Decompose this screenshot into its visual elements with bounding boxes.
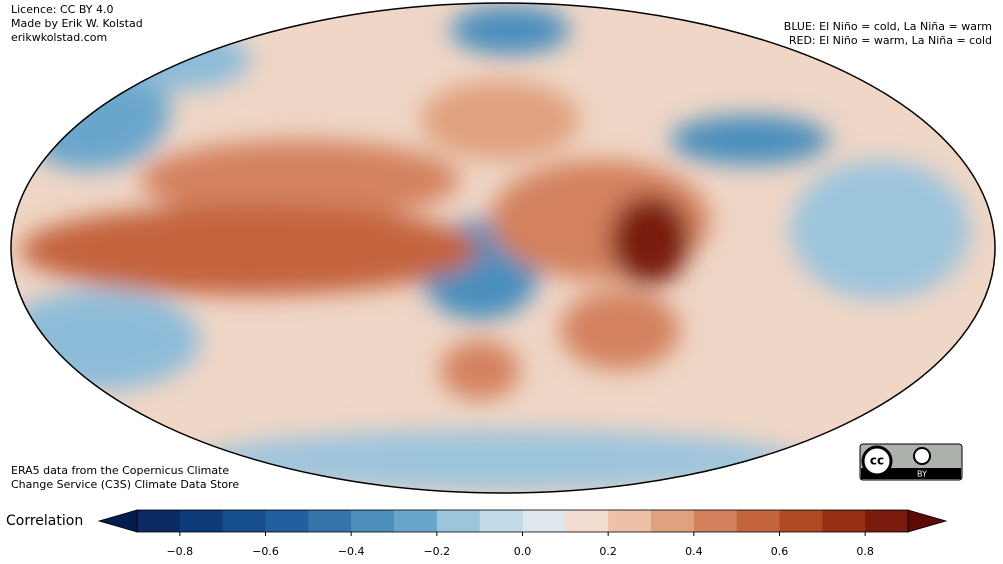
colorbar-tick-label: 0.8 [856, 545, 874, 558]
colorbar-bin [436, 510, 481, 532]
colorbar-bin [693, 510, 738, 532]
colorbar-extend [907, 509, 948, 533]
note: BLUE: El Niño = cold, La Niña = warm [784, 20, 992, 33]
map [11, 3, 995, 493]
colorbar-extend [97, 509, 138, 533]
cc-badge: cc BY [859, 443, 963, 481]
colorbar-bin [394, 510, 438, 532]
colorbar-bin [222, 510, 266, 532]
colorbar: −0.8 −0.6 −0.4 −0.2 0.0 0.2 0.4 0.6 0.8 [97, 509, 948, 558]
note: Licence: CC BY 4.0 [11, 3, 114, 16]
colorbar-bin [308, 510, 352, 532]
colorbar-tick-label: −0.6 [252, 545, 279, 558]
colorbar-tick-label: −0.8 [166, 545, 193, 558]
colorbar-bin [265, 510, 309, 532]
colorbar-bin [179, 510, 224, 532]
note: ERA5 data from the Copernicus Climate [11, 464, 229, 477]
colorbar-tick-label: 0.2 [599, 545, 617, 558]
badge-label: BY [917, 470, 927, 479]
colorbar-tick-label: 0.0 [514, 545, 532, 558]
colorbar-bin [479, 510, 523, 532]
note: RED: El Niño = warm, La Niña = cold [789, 34, 992, 47]
colorbar-label: Correlation [6, 513, 83, 529]
colorbar-bin [651, 510, 695, 532]
colorbar-bin [565, 510, 609, 532]
colorbar-bin [822, 510, 866, 532]
colorbar-tick-label: 0.4 [685, 545, 703, 558]
map-border [10, 2, 996, 494]
colorbar-tick-label: 0.6 [771, 545, 789, 558]
colorbar-tick-label: −0.4 [338, 545, 365, 558]
colorbar-tick-label: −0.2 [423, 545, 450, 558]
svg-text:cc: cc [870, 454, 884, 468]
colorbar-bin [608, 510, 652, 532]
note: Change Service (C3S) Climate Data Store [11, 478, 239, 491]
colorbar-bin [736, 510, 780, 532]
colorbar-bin [137, 510, 181, 532]
colorbar-bin [522, 510, 566, 532]
colorbar-bin [865, 510, 909, 532]
note: Made by Erik W. Kolstad [11, 17, 143, 30]
note: erikwkolstad.com [11, 31, 107, 44]
colorbar-bin [779, 510, 823, 532]
colorbar-bin [351, 510, 395, 532]
